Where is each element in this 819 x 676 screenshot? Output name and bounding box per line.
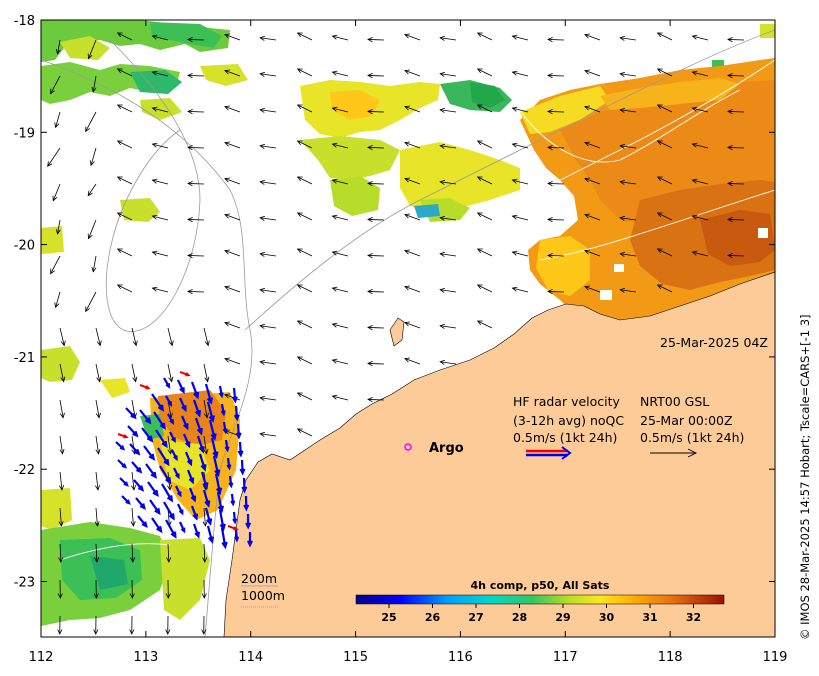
colorbar-tick-label: 29 [555,611,570,624]
current-arrow [188,39,204,40]
current-arrow [548,183,564,184]
current-arrow [728,219,744,220]
hf-radar-line1-right: NRT00 GSL [640,394,709,409]
colorbar-tick-label: 28 [512,611,527,624]
ytick-label: -20 [14,239,35,254]
current-arrow [548,291,564,292]
xtick-label: 112 [29,650,54,665]
current-arrow [188,75,204,76]
current-arrow [368,399,384,400]
ytick-label: -18 [14,14,35,29]
current-arrow [188,291,204,292]
hf-radar-line1-left: HF radar velocity [513,394,621,409]
current-arrow [728,75,744,76]
contour-1000m-label: 1000m [241,588,285,603]
current-arrow [728,111,744,112]
hf-radar-line2-right: 25-Mar 00:00Z [640,413,733,428]
current-arrow [728,183,744,184]
xtick-label: 114 [238,650,263,665]
current-arrow [368,219,384,220]
current-arrow [548,75,564,76]
colorbar-tick-label: 25 [381,611,396,624]
current-arrow [368,147,384,148]
colorbar-tick-label: 26 [425,611,441,624]
hf-radar-line2-left: (3-12h avg) noQC [513,413,624,428]
current-arrow [548,111,564,112]
colorbar-tick-label: 31 [642,611,657,624]
current-arrow [368,183,384,184]
xtick-label: 117 [553,650,578,665]
current-arrow [188,183,204,184]
current-arrow [368,363,384,364]
current-arrow [188,219,204,220]
current-arrow [368,111,384,112]
current-arrow [368,327,384,328]
current-arrow [728,39,744,40]
current-arrow [368,39,384,40]
xtick-label: 116 [448,650,473,665]
xtick-label: 113 [133,650,158,665]
current-arrow [368,291,384,292]
map-plot-area: Argo 25-Mar-2025 04Z HF radar velocity N… [41,20,775,637]
current-arrow [548,39,564,40]
ytick-label: -19 [14,126,35,141]
hf-radar-line3-right: 0.5m/s (1kt 24h) [640,430,744,445]
argo-label: Argo [429,441,464,456]
xtick-label: 118 [658,650,683,665]
contour-200m-label: 200m [241,571,277,586]
colorbar-title: 4h comp, p50, All Sats [471,579,610,592]
xtick-label: 119 [763,650,788,665]
current-arrow [368,255,384,256]
hf-radar-line3-left: 0.5m/s (1kt 24h) [513,430,617,445]
colorbar-tick-label: 32 [686,611,701,624]
current-arrow [548,147,564,148]
current-arrow [188,255,204,256]
colorbar-tick-label: 30 [599,611,615,624]
current-arrow [188,111,204,112]
current-arrow [728,147,744,148]
credit-label: © IMOS 28-Mar-2025 14:57 Hobart; Tscale=… [798,314,812,640]
ytick-label: -22 [14,463,35,478]
current-arrow [188,147,204,148]
xtick-label: 115 [343,650,368,665]
ytick-label: -21 [14,351,35,366]
colorbar-tick-label: 27 [468,611,483,624]
current-arrow [548,219,564,220]
current-arrow [368,75,384,76]
current-arrow [728,255,744,256]
timestamp-label: 25-Mar-2025 04Z [660,335,768,350]
ytick-label: -23 [14,576,35,591]
current-arrow [548,255,564,256]
